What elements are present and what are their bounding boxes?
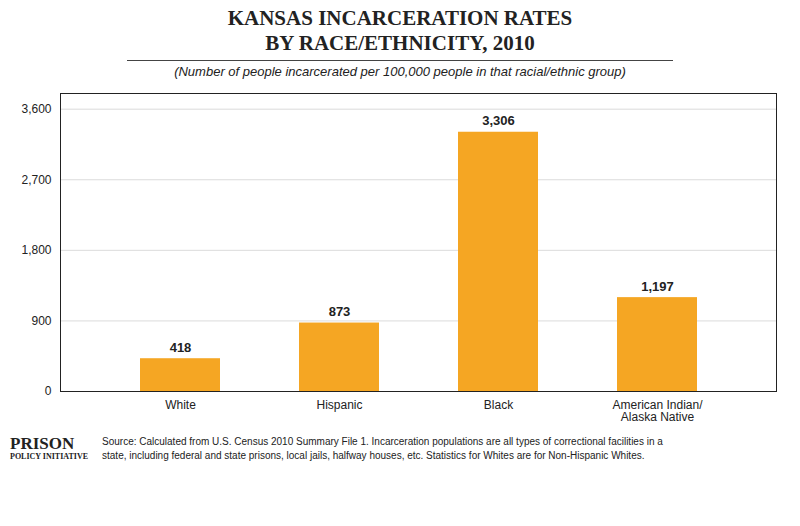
svg-text:2,700: 2,700	[21, 173, 51, 187]
svg-text:1,800: 1,800	[21, 244, 51, 258]
svg-text:873: 873	[329, 304, 351, 319]
svg-text:American Indian/Alaska Native: American Indian/Alaska Native	[612, 398, 703, 424]
html-text:(Number of people incarcerated: (Number of people incarcerated per 100,0…	[174, 64, 626, 80]
svg-text:0: 0	[45, 385, 52, 399]
html-text:PRISON: PRISON	[10, 434, 75, 454]
html-text:POLICY INITIATIVE: POLICY INITIATIVE	[10, 452, 88, 462]
svg-text:418: 418	[170, 340, 192, 355]
svg-text:1,197: 1,197	[641, 279, 674, 294]
svg-text:White: White	[165, 398, 196, 412]
svg-text:3,306: 3,306	[482, 114, 515, 129]
svg-text:Black: Black	[484, 398, 514, 412]
svg-text:Hispanic: Hispanic	[316, 398, 362, 412]
svg-text:900: 900	[31, 314, 51, 328]
html-text:Source: Calculated from U.S. C: Source: Calculated from U.S. Census 2010…	[102, 436, 663, 462]
html-text:KANSAS INCARCERATION RATES BY: KANSAS INCARCERATION RATES BY RACE/ETHNI…	[227, 6, 573, 56]
svg-text:3,600: 3,600	[21, 102, 51, 116]
